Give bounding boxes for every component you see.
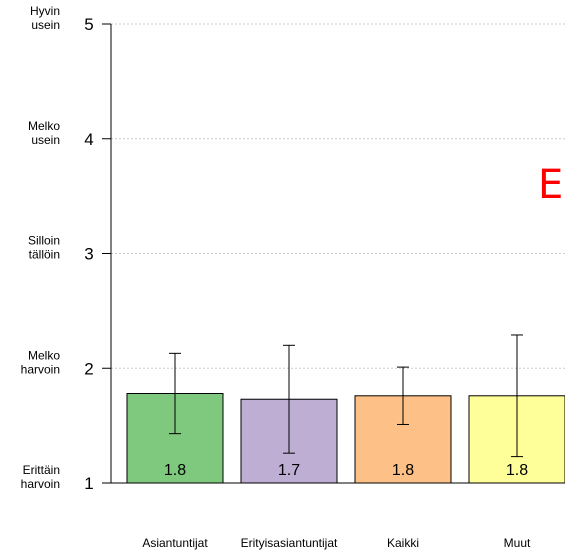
- y-category-label: harvoin: [21, 362, 60, 376]
- y-tick-label: 2: [84, 359, 93, 378]
- y-tick-label: 5: [84, 15, 93, 34]
- data-label: 1.7: [278, 462, 300, 479]
- x-tick-label: Erityisasiantuntijat: [241, 536, 338, 550]
- y-category-label: harvoin: [21, 477, 60, 491]
- y-tick-label: 1: [84, 474, 93, 493]
- y-category-label: Melko: [28, 119, 60, 133]
- y-category-label: tällöin: [29, 248, 60, 262]
- y-category-label: usein: [31, 133, 60, 147]
- x-tick-labels: Asiantuntijat Erityisasiantuntijat Kaikki M…: [142, 536, 531, 550]
- y-tick-label: 3: [84, 245, 93, 264]
- data-label: 1.8: [392, 462, 414, 479]
- y-tick-label: 4: [84, 130, 93, 149]
- y-category-label: Hyvin: [30, 4, 60, 18]
- watermark-text: Es: [538, 162, 565, 208]
- y-category-label: Silloin: [28, 234, 60, 248]
- x-tick-label: Kaikki: [387, 536, 419, 550]
- data-label: 1.8: [164, 462, 186, 479]
- y-category-label: Erittäin: [23, 463, 60, 477]
- bars: 1.8 1.7 1.8 1.8: [126, 334, 565, 484]
- data-label: 1.8: [506, 462, 528, 479]
- x-tick-label: Muut: [504, 536, 531, 550]
- y-category-label: Melko: [28, 348, 60, 362]
- y-category-label: usein: [31, 18, 60, 32]
- x-tick-label: Asiantuntijat: [142, 536, 208, 550]
